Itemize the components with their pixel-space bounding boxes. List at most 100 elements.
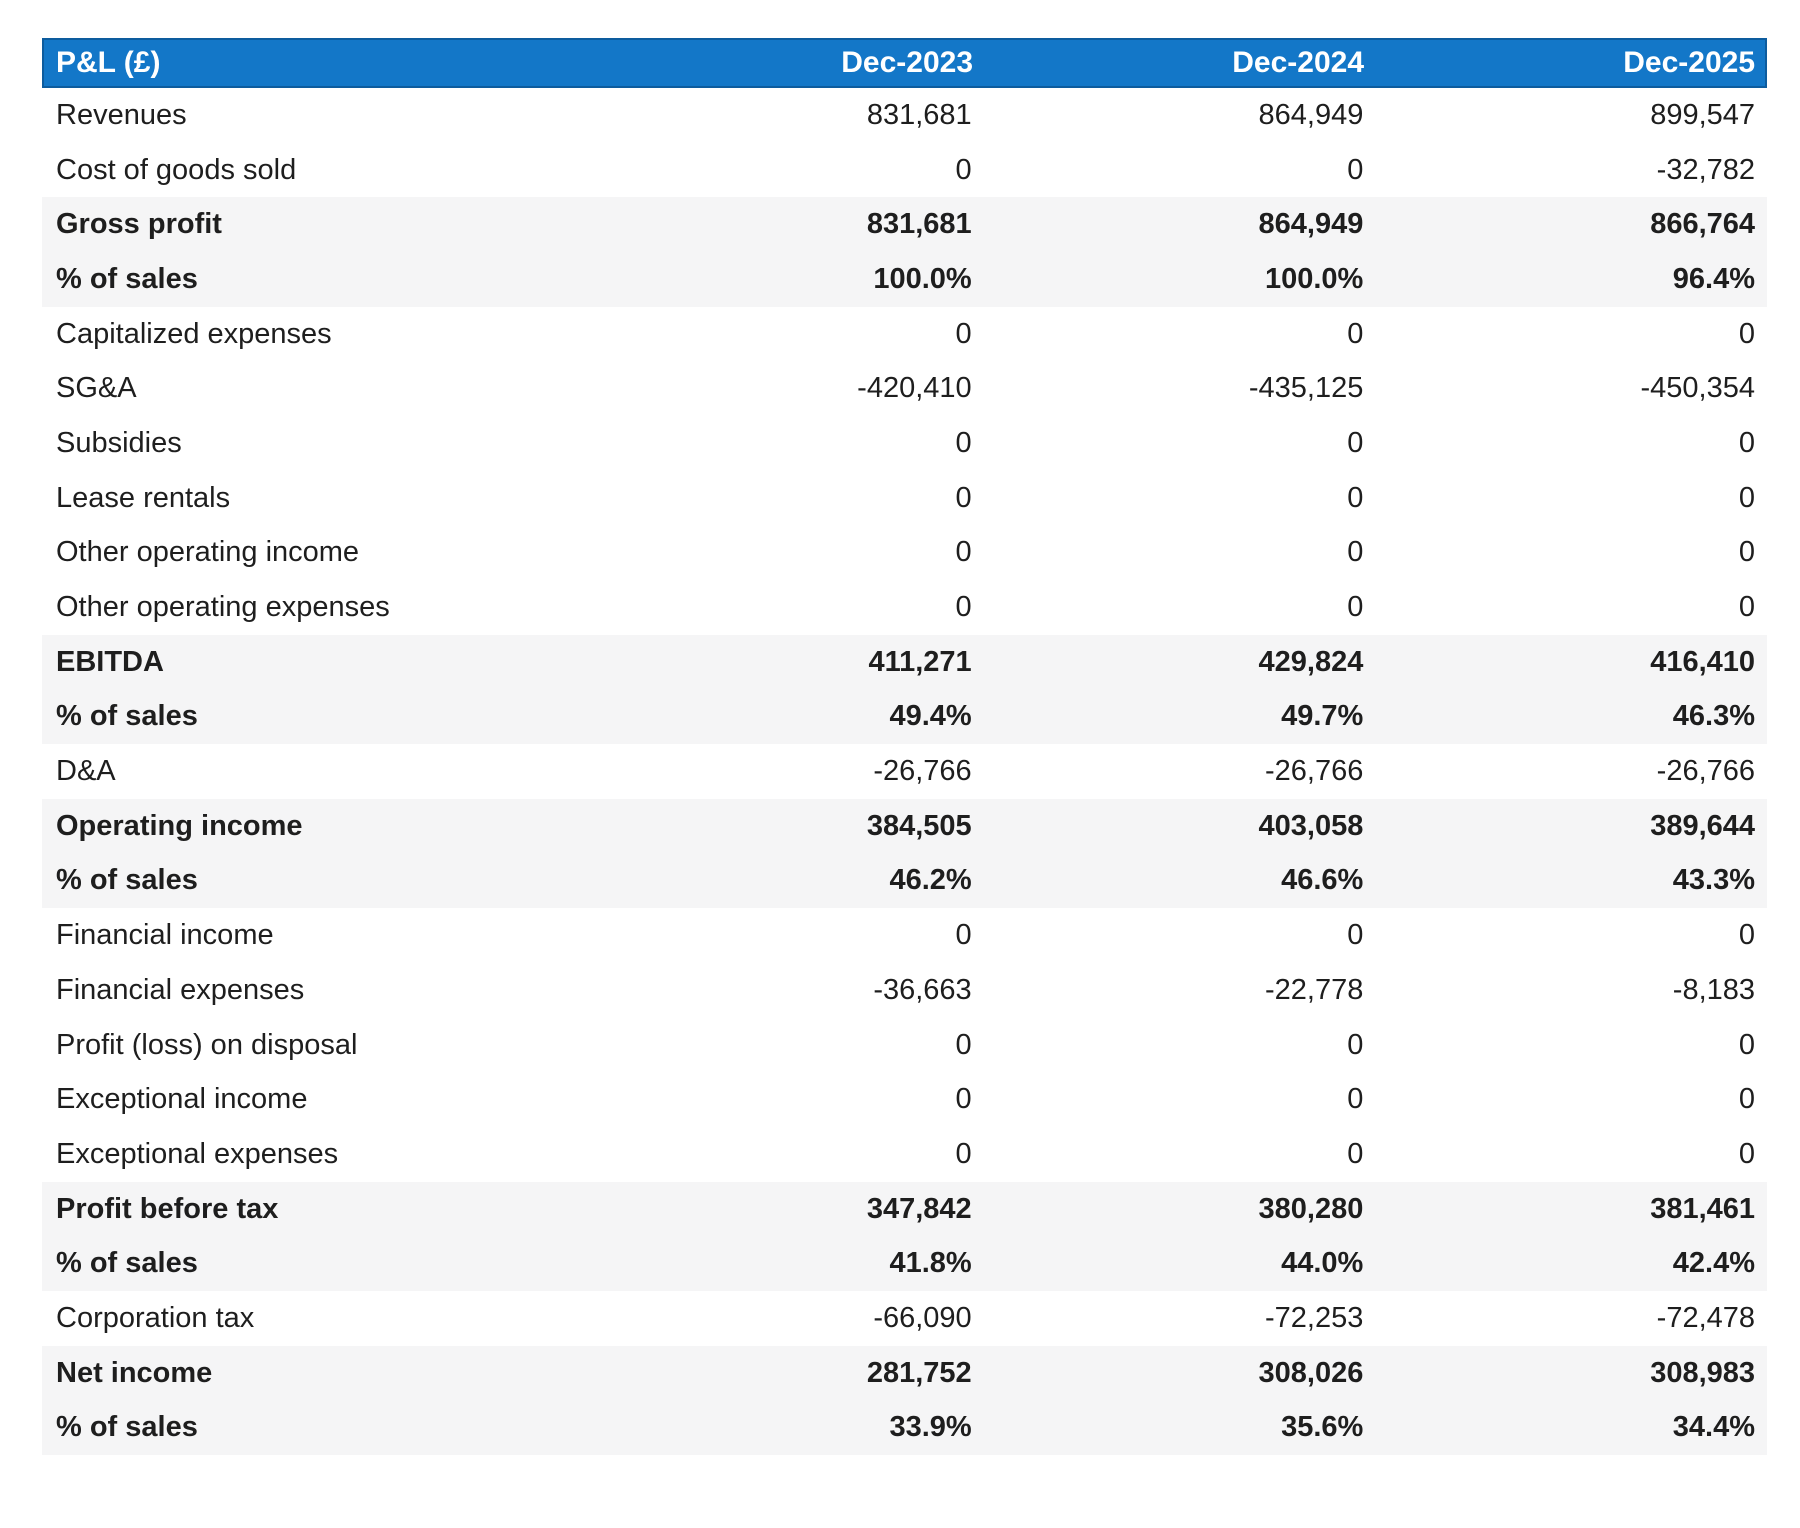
row-value: -26,766 bbox=[1264, 755, 1364, 788]
row-value: 43.3% bbox=[1672, 864, 1756, 897]
profit-and-loss-table: P&L (£) Dec-2023 Dec-2024 Dec-2025 Reven… bbox=[42, 38, 1767, 1456]
table-row: Capitalized expenses 0 0 0 bbox=[42, 306, 1767, 362]
header-col-dec-2025: Dec-2025 bbox=[1623, 46, 1755, 79]
row-value: -22,778 bbox=[1264, 973, 1364, 1006]
row-value: -66,090 bbox=[873, 1301, 972, 1334]
row-value: 0 bbox=[1738, 426, 1756, 459]
row-value: 46.2% bbox=[889, 864, 972, 897]
row-value: 0 bbox=[955, 426, 972, 459]
row-value: 0 bbox=[955, 153, 972, 186]
row-value: -420,410 bbox=[857, 372, 972, 405]
row-value: 0 bbox=[1738, 1028, 1756, 1061]
row-value: 0 bbox=[1738, 1083, 1756, 1116]
row-value: 34.4% bbox=[1672, 1411, 1756, 1444]
table-row: Lease rentals 0 0 0 bbox=[42, 470, 1767, 526]
row-value: 429,824 bbox=[1258, 645, 1364, 678]
row-value: 381,461 bbox=[1650, 1192, 1756, 1225]
row-value: 42.4% bbox=[1672, 1247, 1756, 1280]
row-value: 864,949 bbox=[1258, 98, 1364, 131]
row-label: % of sales bbox=[56, 700, 198, 733]
row-value: 44.0% bbox=[1281, 1247, 1364, 1280]
row-value: 384,505 bbox=[866, 809, 972, 842]
row-value: 866,764 bbox=[1650, 208, 1756, 241]
header-col-dec-2023: Dec-2023 bbox=[841, 46, 973, 79]
row-label: Subsidies bbox=[56, 426, 182, 459]
header-pl-title: P&L (£) bbox=[56, 46, 161, 79]
table-row: Cost of goods sold 0 0 -32,782 bbox=[42, 142, 1767, 198]
table-row-summary: Profit before tax 347,842 380,280 381,461 bbox=[42, 1181, 1767, 1237]
table-row: Other operating expenses 0 0 0 bbox=[42, 580, 1767, 635]
table-row-summary: Net income 281,752 308,026 308,983 bbox=[42, 1345, 1767, 1401]
row-value: 100.0% bbox=[873, 262, 972, 295]
row-value: 0 bbox=[1347, 317, 1364, 350]
row-value: 0 bbox=[1738, 1137, 1756, 1170]
row-value: -36,663 bbox=[873, 973, 972, 1006]
row-value: 0 bbox=[955, 317, 972, 350]
row-label: Revenues bbox=[56, 98, 187, 131]
row-value: 49.4% bbox=[889, 700, 972, 733]
row-value: 347,842 bbox=[866, 1192, 972, 1225]
row-value: 0 bbox=[1347, 536, 1364, 569]
row-value: 0 bbox=[1738, 481, 1756, 514]
row-value: 308,026 bbox=[1258, 1356, 1364, 1389]
row-value: -72,478 bbox=[1656, 1301, 1756, 1334]
row-value: 0 bbox=[1738, 591, 1756, 624]
table-row-summary: % of sales 46.2% 46.6% 43.3% bbox=[42, 853, 1767, 909]
row-value: -26,766 bbox=[1656, 755, 1756, 788]
row-value: 0 bbox=[1347, 153, 1364, 186]
table-row: Financial expenses -36,663 -22,778 -8,183 bbox=[42, 963, 1767, 1018]
row-value: 0 bbox=[955, 1028, 972, 1061]
table-row: SG&A -420,410 -435,125 -450,354 bbox=[42, 361, 1767, 417]
row-value: 0 bbox=[955, 481, 972, 514]
row-value: 411,271 bbox=[868, 645, 972, 678]
row-value: 831,681 bbox=[866, 208, 972, 241]
row-value: 33.9% bbox=[889, 1411, 972, 1444]
table-row-summary: % of sales 49.4% 49.7% 46.3% bbox=[42, 689, 1767, 745]
table-row-summary: % of sales 100.0% 100.0% 96.4% bbox=[42, 252, 1767, 307]
row-value: 0 bbox=[955, 1137, 972, 1170]
row-label: % of sales bbox=[56, 262, 198, 295]
row-label: Profit before tax bbox=[56, 1192, 279, 1225]
row-label: EBITDA bbox=[56, 645, 164, 678]
table-row: Corporation tax -66,090 -72,253 -72,478 bbox=[42, 1291, 1767, 1346]
row-value: 0 bbox=[1347, 1083, 1364, 1116]
row-value: 308,983 bbox=[1650, 1356, 1756, 1389]
row-value: 0 bbox=[955, 1083, 972, 1116]
row-value: 864,949 bbox=[1258, 208, 1364, 241]
row-value: 0 bbox=[955, 591, 972, 624]
row-value: 0 bbox=[1347, 426, 1364, 459]
row-value: -435,125 bbox=[1248, 372, 1364, 405]
row-value: 0 bbox=[1347, 1028, 1364, 1061]
row-value: 0 bbox=[1347, 591, 1364, 624]
row-value: 46.3% bbox=[1672, 700, 1756, 733]
row-label: % of sales bbox=[56, 1247, 198, 1280]
row-label: SG&A bbox=[56, 372, 137, 405]
table-row: Exceptional expenses 0 0 0 bbox=[42, 1127, 1767, 1182]
table-row-summary: % of sales 41.8% 44.0% 42.4% bbox=[42, 1236, 1767, 1292]
row-value: 380,280 bbox=[1258, 1192, 1364, 1225]
row-label: Profit (loss) on disposal bbox=[56, 1028, 358, 1061]
table-row-summary: Operating income 384,505 403,058 389,644 bbox=[42, 798, 1767, 854]
row-label: D&A bbox=[56, 755, 116, 788]
row-value: 41.8% bbox=[889, 1247, 972, 1280]
row-value: -26,766 bbox=[873, 755, 972, 788]
header-col-dec-2024: Dec-2024 bbox=[1232, 46, 1364, 79]
row-value: 0 bbox=[1347, 481, 1364, 514]
row-label: Lease rentals bbox=[56, 481, 231, 514]
row-value: 281,752 bbox=[866, 1356, 972, 1389]
row-label: % of sales bbox=[56, 864, 198, 897]
row-value: 0 bbox=[1738, 919, 1756, 952]
table-row: Subsidies 0 0 0 bbox=[42, 416, 1767, 471]
row-label: Corporation tax bbox=[56, 1301, 255, 1334]
row-value: 0 bbox=[1738, 536, 1756, 569]
row-label: Capitalized expenses bbox=[56, 317, 332, 350]
table-row-summary: Gross profit 831,681 864,949 866,764 bbox=[42, 197, 1767, 253]
row-label: Operating income bbox=[56, 809, 303, 842]
table-row: Exceptional income 0 0 0 bbox=[42, 1072, 1767, 1128]
row-value: 416,410 bbox=[1650, 645, 1756, 678]
row-label: Other operating income bbox=[56, 536, 360, 569]
row-label: Exceptional expenses bbox=[56, 1137, 339, 1170]
row-value: 831,681 bbox=[866, 98, 972, 131]
row-value: 899,547 bbox=[1650, 98, 1756, 131]
row-value: -8,183 bbox=[1672, 973, 1756, 1006]
